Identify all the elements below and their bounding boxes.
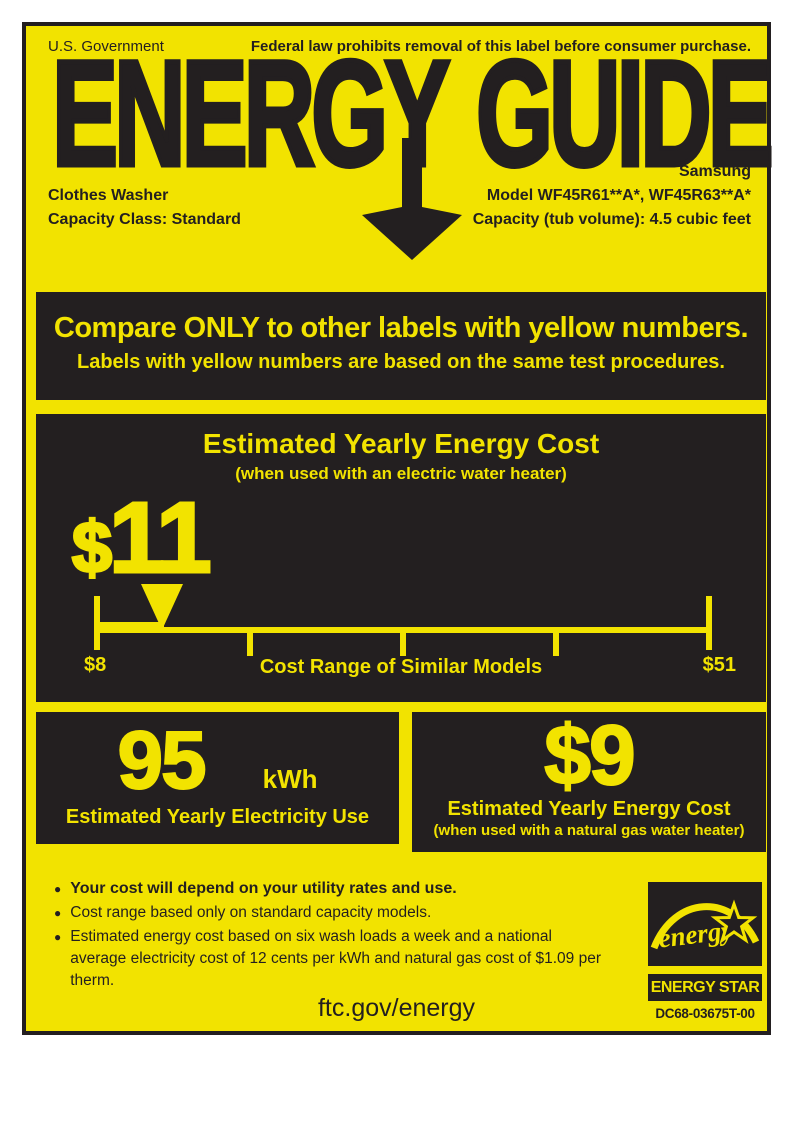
energy-star-arch: [650, 903, 760, 950]
cost-marker-triangle: [141, 584, 183, 630]
footnote-2-text: Cost range based only on standard capaci…: [70, 904, 432, 921]
title-guide: GUIDE: [474, 29, 775, 197]
gas-cost-label: Estimated Yearly Energy Cost: [447, 797, 731, 820]
footnote-3: ● Estimated energy cost based on six was…: [54, 926, 602, 992]
kwh-unit: kWh: [262, 764, 318, 794]
scale-axis-label: Cost Range of Similar Models: [259, 656, 543, 678]
energy-star-block: energy ENERGY STAR DC68-03675T-00: [648, 882, 762, 1021]
scale-max-label: $51: [702, 654, 736, 676]
gas-cost-value: $9: [543, 708, 636, 802]
electricity-use-panel: 95 kWh Estimated Yearly Electricity Use: [36, 712, 399, 844]
ftc-url: ftc.gov/energy: [317, 994, 476, 1022]
footnote-3-text: Estimated energy cost based on six wash …: [70, 928, 601, 989]
electricity-value-row: 95 kWh: [36, 715, 399, 806]
gas-cost-sublabel: (when used with a natural gas water heat…: [433, 821, 745, 839]
us-government-text: U.S. Government: [48, 38, 164, 55]
dollar-sign: $: [70, 508, 113, 588]
bullet-icon: ●: [54, 882, 62, 896]
document-number: DC68-03675T-00: [655, 1006, 755, 1021]
capacity-class: Capacity Class: Standard: [48, 211, 241, 228]
bullet-icon: ●: [54, 906, 62, 920]
estimated-cost-value: $11: [70, 487, 213, 590]
title-energy: ENERGY: [50, 29, 452, 197]
bullet-icon: ●: [54, 930, 62, 944]
energyguide-wordmark: ENERGY GUIDE: [50, 36, 775, 191]
electricity-use-value: 95: [116, 715, 207, 806]
scale-min-label: $8: [84, 654, 107, 676]
yearly-energy-cost-panel: Estimated Yearly Energy Cost (when used …: [36, 414, 766, 702]
product-type: Clothes Washer: [48, 187, 169, 204]
compare-headline: Compare ONLY to other labels with yellow…: [53, 312, 749, 344]
brand-name: Samsung: [678, 163, 751, 180]
cost-range-scale: [94, 584, 712, 656]
energy-star-logo: energy: [648, 882, 762, 966]
product-brand-block: Samsung Model WF45R61**A*, WF45R63**A* C…: [473, 160, 751, 232]
energy-guide-label: U.S. Government Federal law prohibits re…: [22, 22, 775, 1035]
federal-law-notice: Federal law prohibits removal of this la…: [250, 38, 751, 55]
energy-star-wordmark: ENERGY STAR: [648, 974, 762, 1001]
cost-number: 11: [108, 482, 214, 594]
footnotes: ● Your cost will depend on your utility …: [54, 878, 602, 994]
label-content: U.S. Government Federal law prohibits re…: [26, 26, 775, 1031]
cost-panel-title: Estimated Yearly Energy Cost: [202, 428, 600, 459]
cost-panel-subtitle: (when used with an electric water heater…: [235, 464, 567, 483]
gas-cost-panel: $9 Estimated Yearly Energy Cost (when us…: [412, 712, 766, 852]
scale-labels-row: $8 Cost Range of Similar Models $51: [36, 654, 766, 682]
product-type-block: Clothes Washer Capacity Class: Standard: [48, 184, 241, 232]
footnote-1-text: Your cost will depend on your utility ra…: [70, 880, 457, 897]
down-arrow-icon: [362, 138, 462, 260]
compare-subline: Labels with yellow numbers are based on …: [77, 351, 725, 373]
footnote-1: ● Your cost will depend on your utility …: [54, 878, 602, 900]
compare-banner: Compare ONLY to other labels with yellow…: [36, 292, 766, 400]
model-numbers: Model WF45R61**A*, WF45R63**A*: [486, 187, 751, 204]
energyguide-title: ENERGY GUIDE: [50, 36, 775, 198]
tub-capacity: Capacity (tub volume): 4.5 cubic feet: [472, 211, 751, 228]
star-icon: [710, 899, 758, 944]
electricity-use-label: Estimated Yearly Electricity Use: [65, 805, 370, 828]
footnote-2: ● Cost range based only on standard capa…: [54, 902, 602, 924]
